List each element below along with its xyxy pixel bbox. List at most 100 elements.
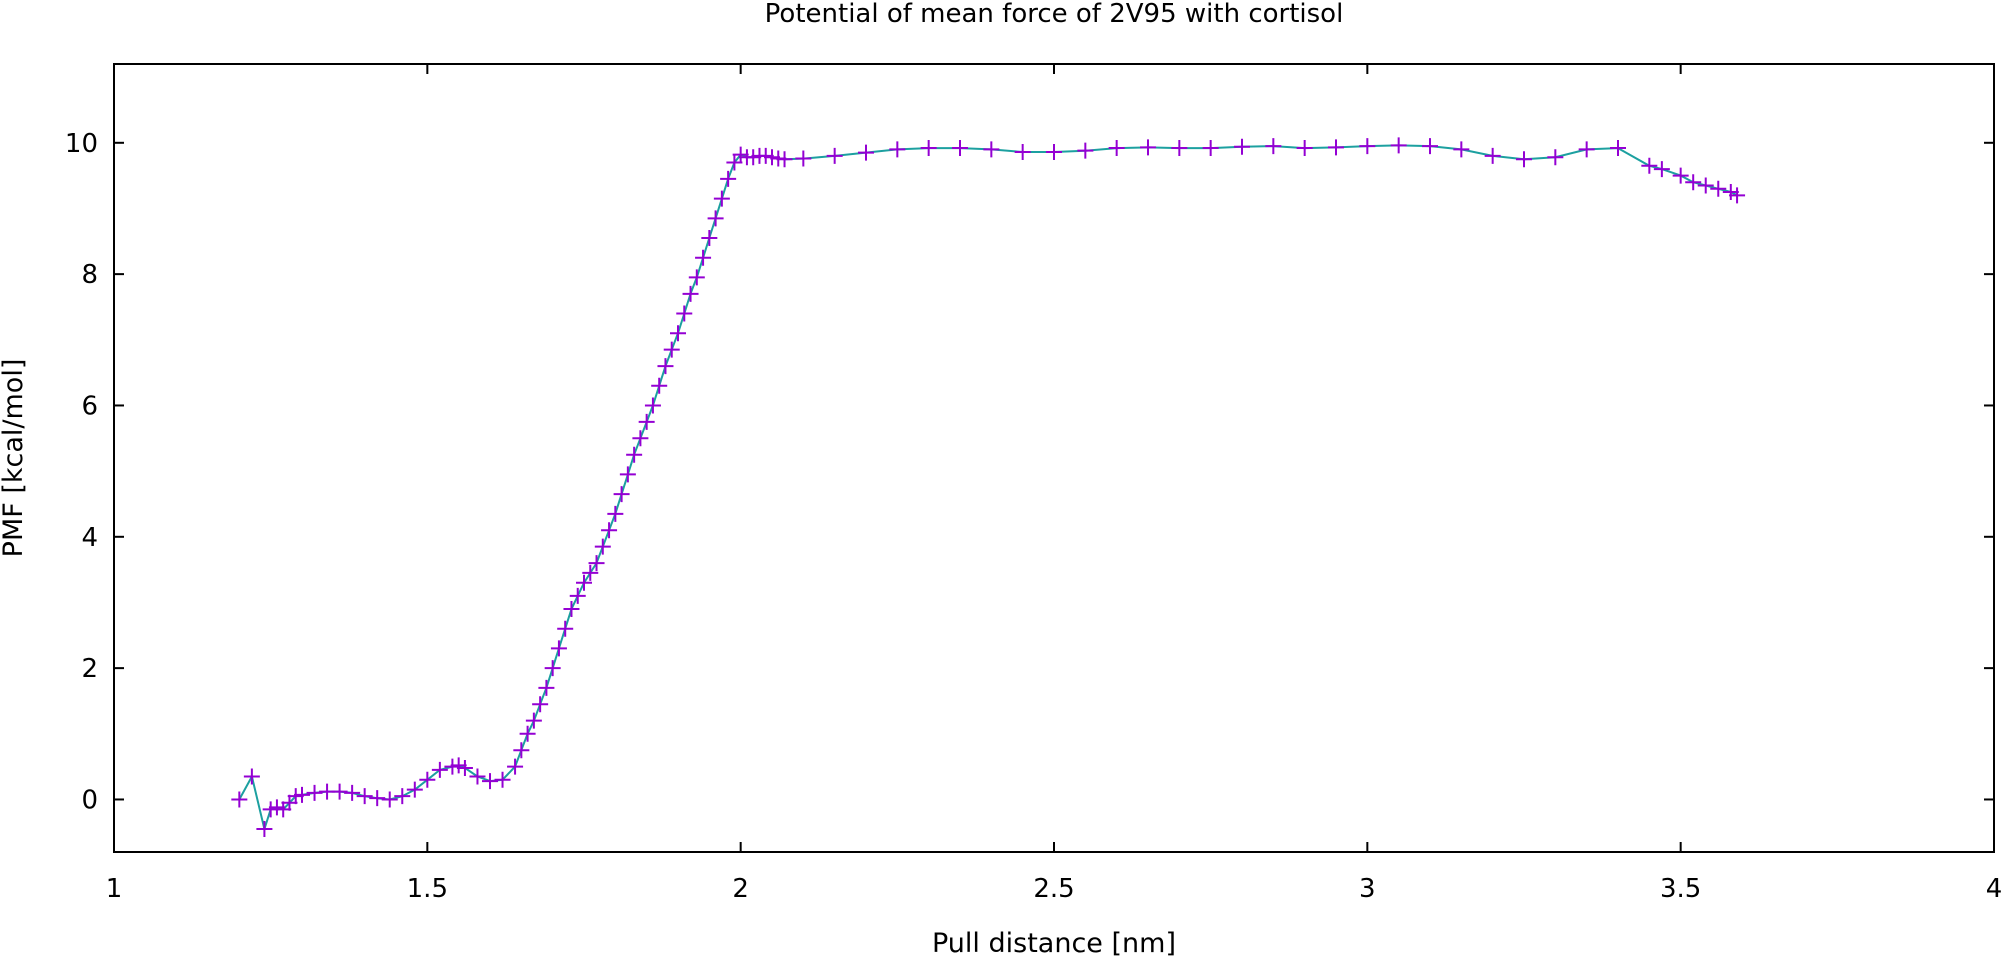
data-point-marker	[482, 773, 498, 790]
data-point-marker	[1359, 138, 1376, 155]
y-tick-label: 2	[81, 654, 98, 684]
data-point-marker	[1108, 140, 1125, 157]
data-point-marker	[1547, 149, 1564, 166]
data-point-marker	[594, 538, 611, 555]
data-point-marker	[776, 151, 793, 168]
data-point-marker	[695, 249, 712, 266]
y-tick-label: 10	[65, 129, 98, 159]
data-point-marker	[306, 784, 323, 801]
x-tick-label: 2	[732, 874, 749, 904]
data-point-marker	[256, 821, 273, 838]
data-point-marker	[1328, 139, 1344, 156]
data-point-marker	[294, 786, 310, 803]
x-tick-label: 2.5	[1033, 874, 1074, 904]
data-point-marker	[720, 170, 737, 187]
data-point-marker	[1234, 138, 1250, 155]
data-point-marker	[1516, 151, 1532, 168]
data-point-marker	[619, 466, 636, 483]
plot-area-frame	[113, 63, 1995, 853]
data-point-marker	[1390, 137, 1407, 154]
data-point-marker	[1077, 142, 1094, 159]
data-point-marker	[507, 758, 524, 775]
data-point-marker	[538, 679, 555, 696]
data-point-marker	[1202, 140, 1219, 157]
data-point-marker	[406, 781, 423, 798]
series-layer	[231, 137, 1746, 838]
x-tick-label: 3	[1359, 874, 1376, 904]
data-point-marker	[826, 147, 843, 164]
data-point-marker	[1729, 187, 1746, 204]
data-point-marker	[525, 712, 542, 729]
data-point-marker	[394, 788, 411, 805]
data-point-marker	[626, 446, 643, 463]
data-point-marker	[983, 141, 1000, 158]
x-tick-label: 3.5	[1660, 874, 1701, 904]
data-point-marker	[1265, 138, 1282, 155]
data-point-marker	[1140, 139, 1156, 156]
data-point-marker	[513, 742, 530, 759]
data-point-marker	[601, 522, 618, 539]
data-point-marker	[431, 761, 448, 778]
x-tick-label: 4	[1986, 874, 2003, 904]
series-line	[238, 144, 1738, 833]
data-point-marker	[1710, 180, 1727, 197]
data-point-marker	[644, 397, 661, 414]
data-point-marker	[1610, 140, 1626, 157]
data-point-marker	[519, 725, 536, 742]
data-point-marker	[381, 791, 398, 808]
data-point-marker	[1641, 157, 1658, 174]
data-point-marker	[494, 771, 511, 788]
data-point-marker	[607, 505, 624, 522]
data-point-marker	[243, 768, 260, 785]
data-point-marker	[682, 285, 699, 302]
data-point-marker	[707, 210, 724, 227]
data-point-marker	[1171, 140, 1188, 157]
data-point-marker	[569, 587, 586, 604]
data-point-marker	[456, 759, 473, 776]
data-point-marker	[1578, 141, 1595, 158]
x-axis-label: Pull distance [nm]	[932, 928, 1176, 958]
y-tick-label: 0	[81, 785, 98, 815]
data-point-marker	[1296, 140, 1313, 157]
y-axis: 0 2 4 6 8 10	[65, 129, 1994, 815]
data-point-marker	[544, 660, 561, 677]
data-point-marker	[1653, 161, 1670, 178]
data-point-marker	[688, 269, 705, 286]
y-tick-label: 6	[81, 391, 98, 421]
data-point-marker	[676, 305, 693, 322]
x-tick-label: 1.5	[407, 874, 448, 904]
data-point-marker	[356, 788, 373, 805]
data-point-marker	[532, 696, 549, 713]
data-point-marker	[344, 784, 361, 801]
data-point-marker	[1453, 141, 1470, 158]
data-point-marker	[952, 140, 968, 157]
data-point-marker	[632, 430, 649, 447]
data-point-marker	[1422, 138, 1438, 155]
data-point-marker	[657, 358, 674, 375]
x-axis: 1 1.5 2 2.5 3 3.5 4	[106, 64, 2003, 904]
data-point-marker	[369, 790, 386, 807]
y-tick-label: 8	[81, 260, 98, 290]
data-point-marker	[1046, 143, 1062, 160]
data-point-marker	[331, 783, 348, 800]
data-point-marker	[701, 230, 718, 247]
data-point-marker	[557, 620, 574, 637]
chart-title: Potential of mean force of 2V95 with cor…	[765, 0, 1344, 29]
data-point-marker	[920, 140, 937, 157]
data-point-marker	[670, 325, 686, 342]
y-tick-label: 4	[81, 523, 98, 553]
data-point-marker	[795, 150, 812, 167]
data-point-marker	[889, 141, 906, 158]
x-tick-label: 1	[106, 874, 123, 904]
data-point-marker	[469, 768, 486, 785]
data-point-marker	[613, 486, 630, 503]
data-point-marker	[713, 190, 730, 207]
data-point-marker	[563, 601, 580, 618]
data-point-marker	[663, 341, 680, 358]
data-point-marker	[588, 555, 605, 572]
data-point-marker	[651, 377, 668, 394]
data-point-marker	[419, 771, 436, 788]
data-point-marker	[1672, 167, 1689, 184]
